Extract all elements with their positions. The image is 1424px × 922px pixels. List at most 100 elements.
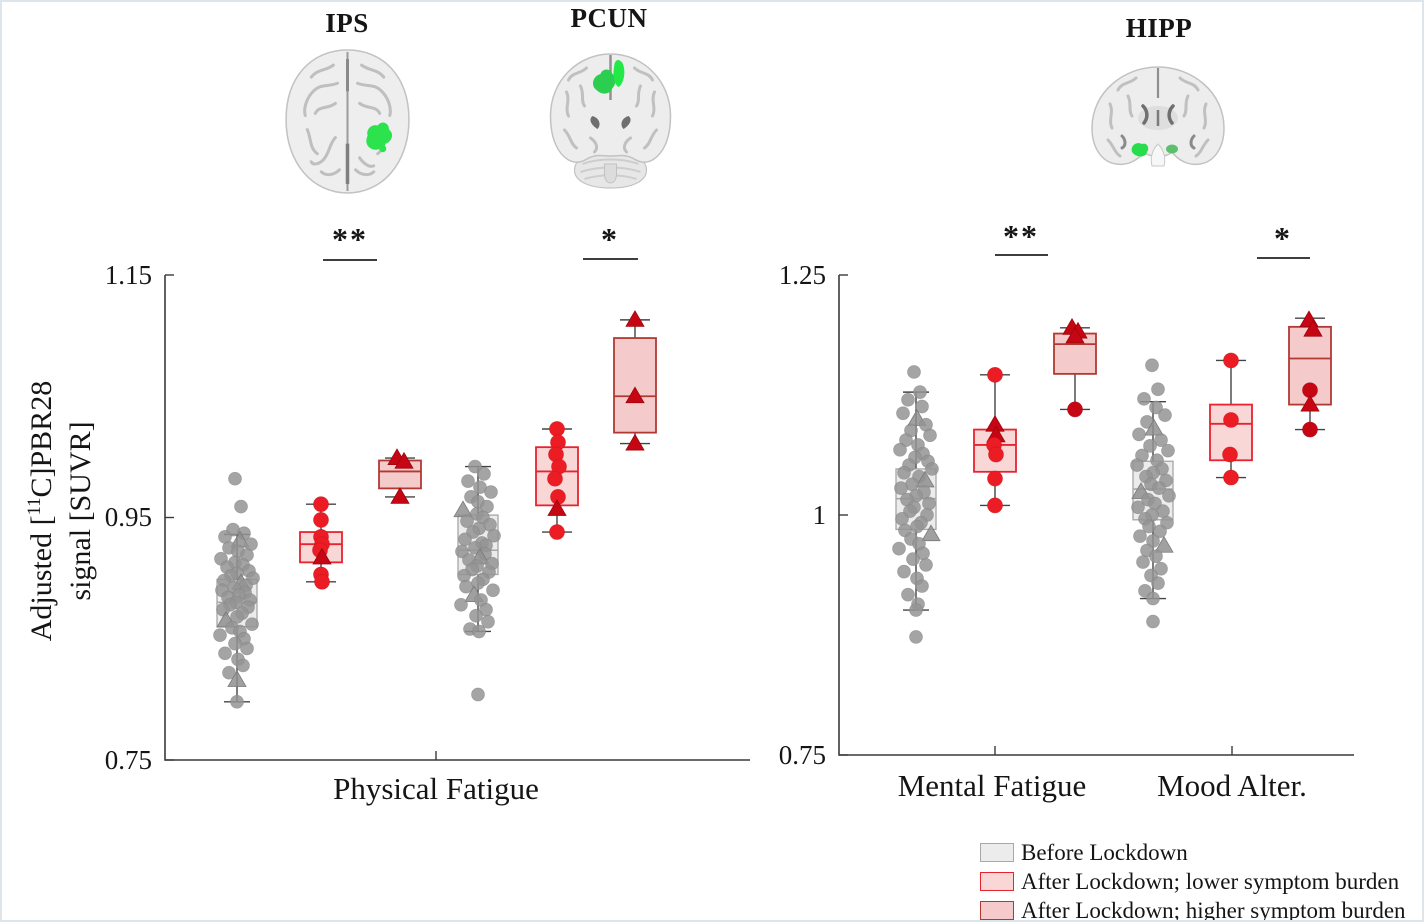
- legend-swatch-after-higher: [980, 901, 1014, 920]
- x-label-physical-fatigue: Physical Fatigue: [333, 771, 539, 806]
- green-cluster-ips: [366, 122, 393, 150]
- sig-star-left-2: *: [601, 221, 619, 257]
- brainstem: [604, 163, 617, 184]
- data-point-triangle: [921, 524, 941, 542]
- data-point-circle: [1136, 555, 1150, 569]
- data-point-circle: [454, 597, 468, 612]
- sig-star-right-1: **: [1003, 218, 1039, 254]
- data-point-circle: [906, 552, 920, 567]
- data-point-circle: [481, 614, 495, 629]
- data-point-circle: [313, 512, 329, 528]
- data-point-circle: [987, 470, 1003, 487]
- data-point-circle: [922, 496, 936, 511]
- data-point-circle: [923, 428, 937, 443]
- data-point-circle: [897, 465, 911, 480]
- data-point-circle: [1145, 358, 1159, 373]
- x-label-mental-fatigue: Mental Fatigue: [897, 768, 1087, 803]
- data-point-circle: [468, 459, 482, 474]
- brain-outline: [549, 53, 672, 163]
- data-point-circle: [1132, 427, 1146, 442]
- brain-sulci: [563, 66, 658, 154]
- data-point-circle: [1158, 408, 1172, 423]
- roi-title-ips: IPS: [325, 8, 369, 38]
- ventricle-left: [1141, 104, 1149, 125]
- data-point-circle: [1146, 614, 1160, 629]
- data-point-circle: [549, 421, 565, 437]
- data-point-triangle: [625, 310, 645, 327]
- data-point-triangle: [625, 386, 645, 404]
- data-point-circle: [919, 558, 933, 572]
- data-point-circle: [1223, 352, 1239, 369]
- legend-item-before: Before Lockdown: [980, 838, 1406, 867]
- data-point-circle: [895, 511, 909, 526]
- data-point-circle: [1222, 446, 1238, 463]
- data-point-circle: [909, 630, 923, 644]
- brain-axial-svg: [285, 49, 410, 194]
- data-point-circle: [228, 471, 242, 486]
- data-point-circle: [547, 470, 563, 487]
- data-point-triangle: [1065, 326, 1085, 344]
- data-point-circle: [987, 497, 1003, 514]
- data-point-circle: [484, 485, 498, 499]
- data-point-triangle: [547, 499, 567, 516]
- data-point-circle: [1154, 561, 1168, 576]
- isotope-superscript: 11: [24, 497, 45, 516]
- data-point-circle: [1161, 443, 1175, 458]
- brain-image-pcun: [548, 50, 673, 190]
- sig-star-right-2: *: [1274, 220, 1292, 256]
- data-point-circle: [913, 385, 927, 399]
- brain-coronal-svg: [549, 53, 672, 189]
- brain-image-hipp: [1090, 63, 1226, 185]
- sig-star-left-1: **: [332, 221, 368, 257]
- data-point-circle: [477, 467, 491, 481]
- ventricle-left: [590, 116, 600, 129]
- data-point-triangle: [453, 500, 473, 518]
- y-tick-label: 1.15: [104, 260, 152, 290]
- data-point-triangle: [1300, 394, 1320, 412]
- data-point-circle: [987, 366, 1003, 383]
- temporal-horn-left: [1120, 134, 1127, 150]
- data-point-circle: [1154, 433, 1168, 447]
- green-cluster-pcun-left: [593, 69, 616, 94]
- data-point-circle: [1137, 391, 1151, 406]
- roi-title-pcun: PCUN: [570, 3, 648, 33]
- data-point-circle: [1131, 500, 1145, 515]
- data-point-circle: [907, 365, 921, 379]
- data-point-circle: [245, 617, 259, 632]
- data-point-triangle: [1144, 418, 1164, 436]
- x-label-mood-alter: Mood Alter.: [1157, 768, 1307, 803]
- data-point-triangle: [625, 433, 645, 451]
- data-point-circle: [1067, 401, 1083, 418]
- green-cluster-pcun-right: [613, 60, 625, 87]
- data-point-circle: [459, 579, 473, 594]
- data-point-circle: [925, 462, 939, 476]
- data-point-circle: [1153, 524, 1167, 539]
- data-point-circle: [1152, 481, 1166, 495]
- data-point-circle: [234, 499, 248, 514]
- data-point-triangle: [312, 547, 332, 565]
- data-point-triangle: [1303, 319, 1323, 337]
- legend-item-after-lower: After Lockdown; lower symptom burden: [980, 867, 1406, 896]
- midbrain-notch: [1150, 143, 1166, 167]
- green-cluster-ips-tail: [379, 145, 387, 153]
- data-point-circle: [1149, 400, 1163, 415]
- data-point-circle: [915, 579, 929, 593]
- y-axis-label-line1: Adjusted [11C]PBR28: [24, 380, 58, 642]
- data-point-triangle: [227, 670, 247, 687]
- y-tick-label: 0.75: [104, 745, 152, 775]
- data-point-circle: [472, 624, 486, 639]
- data-point-circle: [1133, 529, 1147, 543]
- brain-image-ips: [285, 49, 410, 194]
- data-point-circle: [487, 528, 501, 543]
- y-tick-label: 1: [812, 500, 827, 530]
- data-point-circle: [461, 474, 475, 488]
- brain-sulci: [1106, 76, 1210, 158]
- brain-sulci: [303, 63, 392, 177]
- green-cluster-hipp-right: [1166, 144, 1178, 154]
- data-point-triangle: [1154, 535, 1174, 553]
- brain-coronal-svg: [1091, 66, 1225, 167]
- data-point-circle: [213, 628, 227, 642]
- data-point-triangle: [394, 451, 414, 469]
